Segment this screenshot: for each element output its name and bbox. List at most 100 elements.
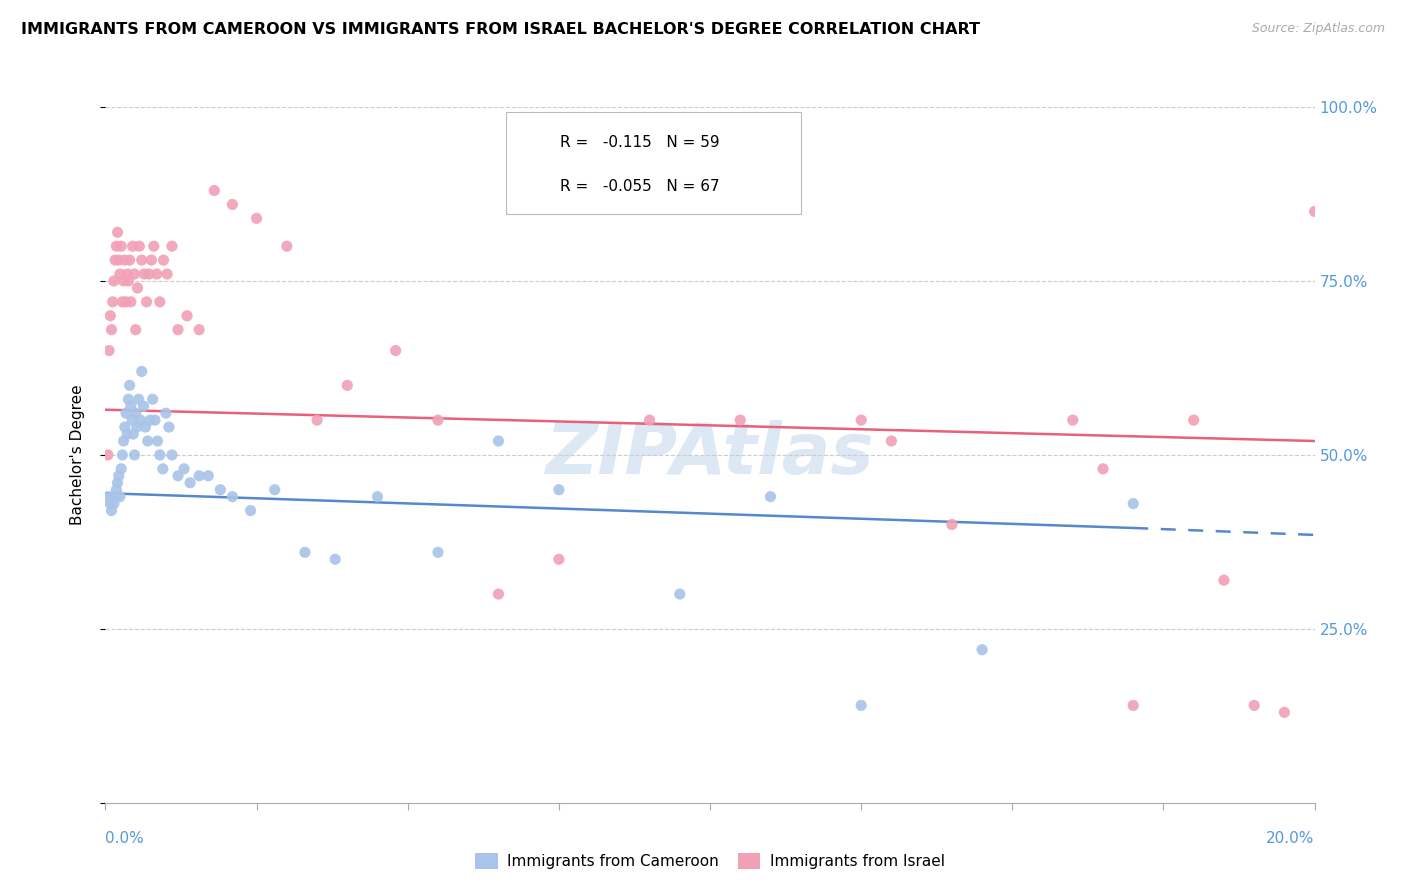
Text: 20.0%: 20.0% bbox=[1267, 831, 1315, 847]
Point bbox=[294, 545, 316, 559]
Point bbox=[107, 253, 129, 268]
Point bbox=[128, 392, 150, 407]
Point bbox=[136, 434, 159, 448]
Point bbox=[98, 343, 121, 358]
Point bbox=[101, 490, 124, 504]
Point bbox=[167, 323, 190, 337]
Point bbox=[1309, 691, 1331, 706]
Point bbox=[972, 642, 994, 657]
Point bbox=[176, 309, 198, 323]
Point bbox=[307, 413, 329, 427]
Point bbox=[125, 323, 148, 337]
Point bbox=[239, 503, 262, 517]
Point bbox=[114, 420, 136, 434]
Point bbox=[1213, 573, 1236, 587]
Point bbox=[146, 267, 169, 281]
Point bbox=[263, 483, 285, 497]
Point bbox=[134, 267, 156, 281]
Point bbox=[111, 294, 134, 309]
Point bbox=[1334, 434, 1357, 448]
Point bbox=[112, 434, 135, 448]
Text: 0.0%: 0.0% bbox=[105, 831, 145, 847]
Point bbox=[638, 413, 661, 427]
Point bbox=[120, 399, 142, 413]
Point bbox=[730, 413, 752, 427]
Point bbox=[104, 253, 127, 268]
Point bbox=[115, 267, 138, 281]
Point bbox=[131, 364, 153, 378]
Point bbox=[167, 468, 190, 483]
Point bbox=[100, 323, 122, 337]
Point bbox=[188, 323, 211, 337]
Point bbox=[110, 239, 132, 253]
Point bbox=[160, 239, 183, 253]
Y-axis label: Bachelor's Degree: Bachelor's Degree bbox=[70, 384, 84, 525]
Point bbox=[103, 497, 125, 511]
Point bbox=[112, 274, 135, 288]
Point bbox=[143, 413, 166, 427]
Text: R =   -0.055   N = 67: R = -0.055 N = 67 bbox=[560, 178, 720, 194]
Legend: Immigrants from Cameroon, Immigrants from Israel: Immigrants from Cameroon, Immigrants fro… bbox=[470, 847, 950, 875]
Point bbox=[129, 413, 152, 427]
Point bbox=[115, 406, 138, 420]
Point bbox=[202, 184, 225, 198]
Point bbox=[121, 413, 143, 427]
Point bbox=[127, 281, 149, 295]
Point bbox=[880, 434, 903, 448]
Text: Source: ZipAtlas.com: Source: ZipAtlas.com bbox=[1251, 22, 1385, 36]
Point bbox=[669, 587, 692, 601]
Point bbox=[128, 239, 150, 253]
Point bbox=[1122, 497, 1144, 511]
Point bbox=[114, 253, 136, 268]
Point bbox=[111, 448, 134, 462]
Point bbox=[138, 267, 160, 281]
Point bbox=[1122, 698, 1144, 713]
Point bbox=[146, 434, 169, 448]
Point bbox=[221, 490, 243, 504]
Point bbox=[157, 420, 180, 434]
Point bbox=[1092, 462, 1115, 476]
Text: ZIPAtlas: ZIPAtlas bbox=[546, 420, 875, 490]
Point bbox=[197, 468, 219, 483]
Point bbox=[125, 420, 148, 434]
Point bbox=[155, 406, 177, 420]
Point bbox=[209, 483, 232, 497]
Point bbox=[152, 462, 174, 476]
Point bbox=[141, 253, 163, 268]
Point bbox=[98, 309, 121, 323]
Point bbox=[1322, 698, 1344, 713]
Point bbox=[97, 448, 120, 462]
Point bbox=[246, 211, 269, 226]
Point bbox=[100, 503, 122, 517]
Point bbox=[132, 399, 155, 413]
Point bbox=[110, 462, 132, 476]
Point bbox=[115, 427, 138, 442]
Point bbox=[105, 483, 128, 497]
Point bbox=[134, 420, 156, 434]
Point bbox=[1274, 706, 1296, 720]
Point bbox=[124, 448, 146, 462]
Text: IMMIGRANTS FROM CAMEROON VS IMMIGRANTS FROM ISRAEL BACHELOR'S DEGREE CORRELATION: IMMIGRANTS FROM CAMEROON VS IMMIGRANTS F… bbox=[21, 22, 980, 37]
Point bbox=[108, 267, 131, 281]
Point bbox=[125, 406, 148, 420]
Point bbox=[488, 434, 510, 448]
Point bbox=[139, 413, 162, 427]
Point bbox=[323, 552, 346, 566]
Point bbox=[1303, 204, 1326, 219]
Point bbox=[548, 483, 571, 497]
Point bbox=[122, 427, 145, 442]
Point bbox=[1327, 413, 1350, 427]
Point bbox=[118, 253, 141, 268]
Point bbox=[152, 253, 174, 268]
Point bbox=[1182, 413, 1205, 427]
Point bbox=[120, 294, 142, 309]
Point bbox=[124, 267, 146, 281]
Point bbox=[188, 468, 211, 483]
Point bbox=[1062, 413, 1084, 427]
Point bbox=[121, 239, 143, 253]
Point bbox=[108, 490, 131, 504]
Point bbox=[107, 475, 129, 490]
Point bbox=[142, 239, 165, 253]
Point bbox=[104, 490, 127, 504]
Point bbox=[105, 239, 128, 253]
